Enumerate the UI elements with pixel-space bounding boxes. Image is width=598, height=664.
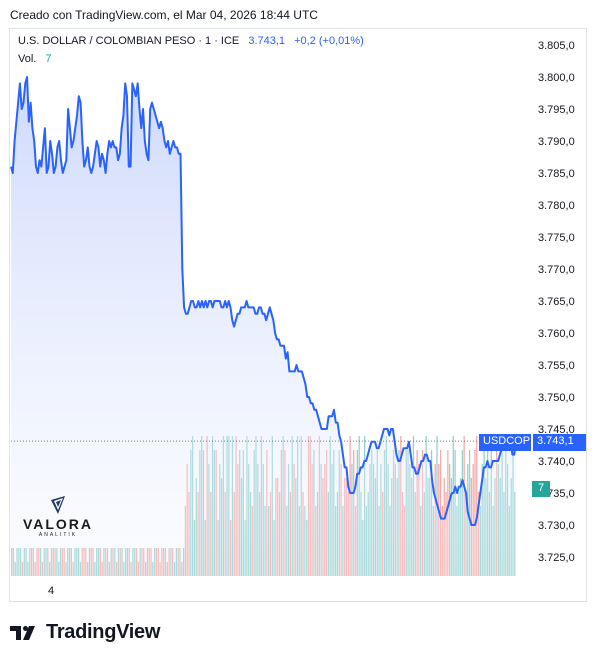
- logo-sub: ANALITIK: [38, 532, 78, 538]
- price-line: [10, 76, 517, 526]
- price-tag-text: 3.743,1: [537, 435, 574, 447]
- symbol-tag: USDCOP: [479, 434, 531, 451]
- y-tick-label: 3.730,0: [538, 520, 575, 532]
- last-price: 3.743,1: [248, 35, 286, 47]
- volume-tag-text: 7: [537, 482, 545, 494]
- volume-bar: [474, 450, 476, 576]
- volume-bar: [439, 450, 442, 576]
- volume-bar: [476, 436, 478, 576]
- y-tick-label: 3.740,0: [538, 456, 575, 468]
- tradingview-logo-icon: [10, 625, 35, 640]
- symbol-tag-text: USDCOP: [483, 435, 531, 447]
- volume-tag: 7: [532, 481, 550, 497]
- footer-brand-text: TradingView: [46, 621, 161, 643]
- y-tick-label: 3.805,0: [538, 40, 575, 52]
- y-tick-label: 3.755,0: [538, 360, 575, 372]
- volume-label: Vol.: [18, 53, 37, 65]
- volume-value: 7: [45, 53, 52, 65]
- footer-brand[interactable]: TradingView: [10, 621, 160, 644]
- valora-logo: VALORA ANALITIK: [22, 494, 94, 538]
- y-tick-label: 3.775,0: [538, 232, 575, 244]
- y-tick-label: 3.760,0: [538, 328, 575, 340]
- volume-legend: Vol. 7: [18, 53, 52, 65]
- valora-mark-icon: [51, 496, 65, 514]
- y-tick-label: 3.790,0: [538, 136, 575, 148]
- price-change: +0,2 (+0,01%): [294, 35, 364, 47]
- legend-row: U.S. DOLLAR / COLOMBIAN PESO · 1 · ICE 3…: [18, 35, 364, 47]
- y-tick-label: 3.745,0: [538, 424, 575, 436]
- y-tick-label: 3.780,0: [538, 200, 575, 212]
- y-tick-label: 3.765,0: [538, 296, 575, 308]
- y-tick-label: 3.800,0: [538, 72, 575, 84]
- y-tick-label: 3.750,0: [538, 392, 575, 404]
- x-tick-label: 4: [48, 585, 54, 597]
- price-area: [11, 77, 516, 576]
- y-tick-label: 3.725,0: [538, 552, 575, 564]
- y-tick-label: 3.795,0: [538, 104, 575, 116]
- logo-name: VALORA: [22, 516, 94, 532]
- x-axis-ticks: 4: [48, 585, 54, 597]
- chart-caption: Creado con TradingView.com, el Mar 04, 2…: [10, 8, 318, 22]
- symbol-label: U.S. DOLLAR / COLOMBIAN PESO · 1 · ICE: [18, 35, 240, 47]
- y-tick-label: 3.785,0: [538, 168, 575, 180]
- price-tag: 3.743,1: [533, 434, 586, 451]
- volume-bar: [472, 464, 474, 576]
- y-tick-label: 3.770,0: [538, 264, 575, 276]
- volume-bar: [468, 450, 471, 576]
- chart-frame[interactable]: [9, 28, 587, 602]
